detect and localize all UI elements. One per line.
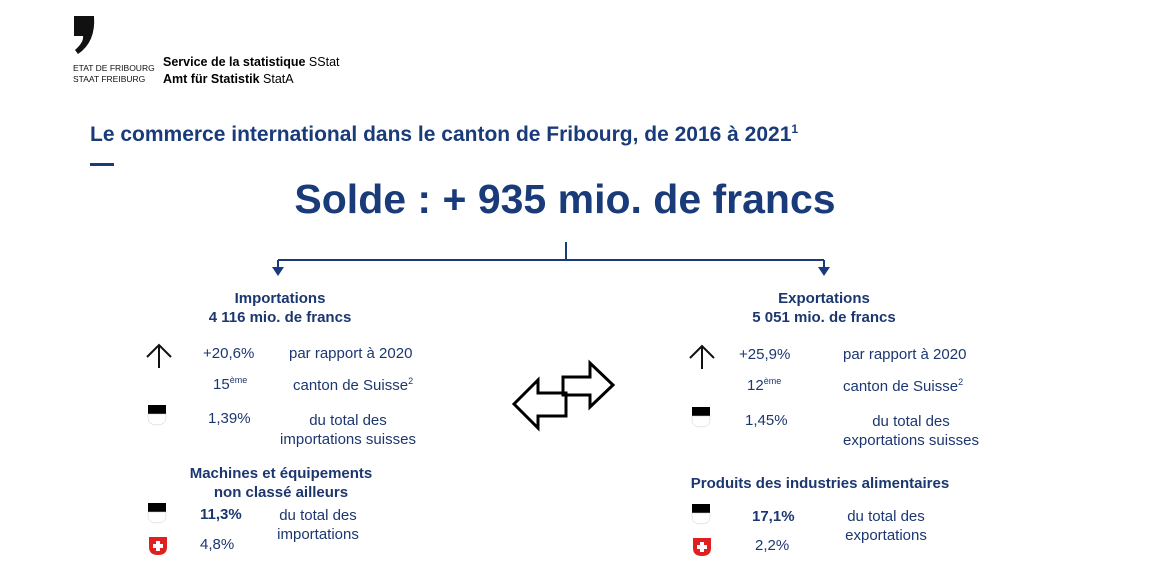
- exports-top-fr: 17,1%: [752, 508, 795, 525]
- exports-top-label-1: du total des: [847, 508, 925, 525]
- exports-rank-label: canton de Suisse2: [843, 377, 964, 395]
- arrow-up-icon: [146, 343, 172, 368]
- service-de: Amt für Statistik StatA: [163, 72, 294, 86]
- imports-amount: 4 116 mio. de francs: [208, 309, 352, 326]
- imports-top-heading-1: Machines et équipements: [189, 465, 373, 482]
- fribourg-flag-icon: [691, 407, 711, 428]
- balance-headline: Solde : + 935 mio. de francs: [294, 176, 836, 222]
- imports-growth-label: par rapport à 2020: [289, 345, 413, 362]
- exports-share-label-1: du total des: [872, 413, 950, 430]
- fribourg-flag-icon: [691, 504, 711, 525]
- swiss-flag-icon: [693, 538, 711, 556]
- imports-top-fr: 11,3%: [200, 506, 242, 523]
- arrow-up-icon: [689, 344, 715, 369]
- imports-top-heading-2: non classé ailleurs: [213, 484, 349, 501]
- exchange-arrows-icon: [511, 359, 616, 432]
- arrow-down-icon: [272, 267, 284, 276]
- exports-top-label-2: exportations: [845, 527, 927, 544]
- imports-share-label-2: importations suisses: [280, 431, 416, 448]
- imports-top-label-2: importations: [277, 526, 359, 543]
- exports-top-heading: Produits des industries alimentaires: [690, 475, 950, 492]
- imports-top-label-1: du total des: [279, 507, 357, 524]
- exports-rank: 12ème: [747, 376, 782, 394]
- exports-growth: +25,9%: [739, 346, 791, 363]
- imports-rank-label: canton de Suisse2: [293, 376, 414, 394]
- exports-growth-label: par rapport à 2020: [843, 346, 967, 363]
- imports-top-ch: 4,8%: [200, 536, 235, 553]
- exports-top-ch: 2,2%: [755, 537, 790, 554]
- exports-share: 1,45%: [745, 412, 788, 429]
- fribourg-flag-icon: [147, 405, 167, 426]
- arrow-down-icon: [818, 267, 830, 276]
- exports-share-label-2: exportations suisses: [843, 432, 979, 449]
- swiss-flag-icon: [149, 537, 167, 555]
- exports-heading: Exportations: [778, 290, 870, 307]
- org-name-fr: ETAT DE FRIBOURG: [73, 63, 155, 73]
- service-fr: Service de la statistique SStat: [163, 55, 340, 69]
- title-underline: [90, 163, 114, 166]
- imports-share-label-1: du total des: [309, 412, 387, 429]
- imports-growth: +20,6%: [203, 345, 255, 362]
- org-name-de: STAAT FREIBURG: [73, 74, 146, 84]
- imports-share: 1,39%: [208, 410, 251, 427]
- page-title: Le commerce international dans le canton…: [90, 122, 799, 146]
- logo-comma-icon: [74, 16, 95, 54]
- fribourg-flag-icon: [147, 503, 167, 524]
- exports-amount: 5 051 mio. de francs: [752, 309, 896, 326]
- imports-rank: 15ème: [213, 375, 248, 393]
- imports-heading: Importations: [234, 290, 326, 307]
